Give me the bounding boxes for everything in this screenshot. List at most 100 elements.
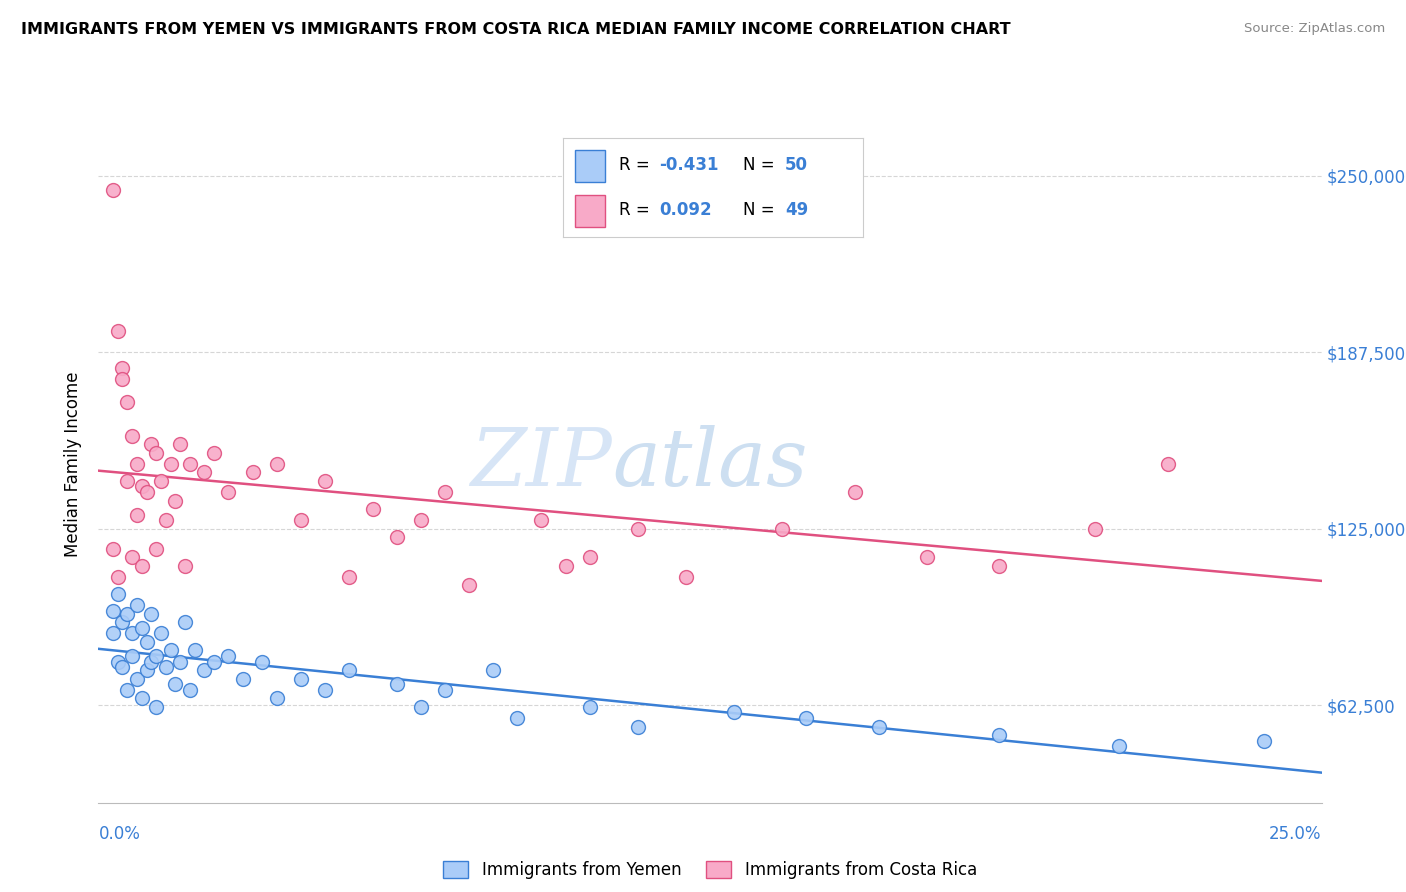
Point [165,677,187,691]
Point [554,558,576,573]
Point [723,706,745,720]
Point [117,394,139,409]
Point [409,513,432,527]
Point [131,691,153,706]
Point [868,719,890,733]
Text: 25.0%: 25.0% [1270,825,1322,843]
Point [915,549,938,565]
Point [107,324,129,338]
Point [159,457,181,471]
Point [184,643,207,657]
Point [131,479,153,493]
Point [250,655,273,669]
Point [193,466,215,480]
Point [111,660,134,674]
Point [988,558,1011,573]
Point [1156,457,1178,471]
Point [101,626,124,640]
Point [107,570,129,584]
Point [121,549,143,565]
Point [101,183,124,197]
Point [434,485,457,500]
Point [1108,739,1130,754]
Point [165,493,187,508]
Point [337,663,360,677]
Text: ZIP: ZIP [471,425,612,502]
Point [627,522,650,536]
Point [107,587,129,601]
Point [101,541,124,556]
Point [266,457,288,471]
Point [314,474,336,488]
Point [131,621,153,635]
Point [141,437,163,451]
Point [844,485,866,500]
Point [314,682,336,697]
Point [458,578,481,592]
Point [135,485,157,500]
Point [434,682,457,697]
Point [385,677,408,691]
Point [141,607,163,621]
Point [770,522,793,536]
Point [796,711,818,725]
Point [290,672,312,686]
Point [125,508,148,522]
Point [117,474,139,488]
Point [117,607,139,621]
Point [111,360,134,375]
Point [675,570,697,584]
Point [121,626,143,640]
Point [1084,522,1107,536]
Point [155,660,177,674]
Point [169,437,191,451]
Point [1253,733,1275,747]
Point [482,663,505,677]
Point [290,513,312,527]
Point [385,530,408,544]
Point [125,598,148,612]
Point [202,655,225,669]
Point [337,570,360,584]
Point [145,648,167,663]
Point [101,604,124,618]
Point [232,672,254,686]
Point [409,699,432,714]
Point [578,549,600,565]
Point [117,682,139,697]
Point [179,682,201,697]
Point [135,635,157,649]
Point [141,655,163,669]
Point [169,655,191,669]
Point [266,691,288,706]
Point [159,643,181,657]
Point [121,428,143,442]
Point [202,445,225,459]
Text: atlas: atlas [612,425,807,502]
Point [107,655,129,669]
Point [174,615,197,629]
Point [131,558,153,573]
Point [145,445,167,459]
Point [506,711,529,725]
Point [179,457,201,471]
Y-axis label: Median Family Income: Median Family Income [65,371,83,557]
Legend: Immigrants from Yemen, Immigrants from Costa Rica: Immigrants from Yemen, Immigrants from C… [437,855,983,886]
Point [111,615,134,629]
Text: IMMIGRANTS FROM YEMEN VS IMMIGRANTS FROM COSTA RICA MEDIAN FAMILY INCOME CORRELA: IMMIGRANTS FROM YEMEN VS IMMIGRANTS FROM… [21,22,1011,37]
Point [135,663,157,677]
Point [530,513,553,527]
Point [174,558,197,573]
Point [988,728,1011,742]
Point [125,457,148,471]
Point [150,626,173,640]
Point [121,648,143,663]
Point [217,648,239,663]
Text: 0.0%: 0.0% [98,825,141,843]
Point [361,502,384,516]
Point [578,699,600,714]
Point [125,672,148,686]
Text: Source: ZipAtlas.com: Source: ZipAtlas.com [1244,22,1385,36]
Point [145,699,167,714]
Point [150,474,173,488]
